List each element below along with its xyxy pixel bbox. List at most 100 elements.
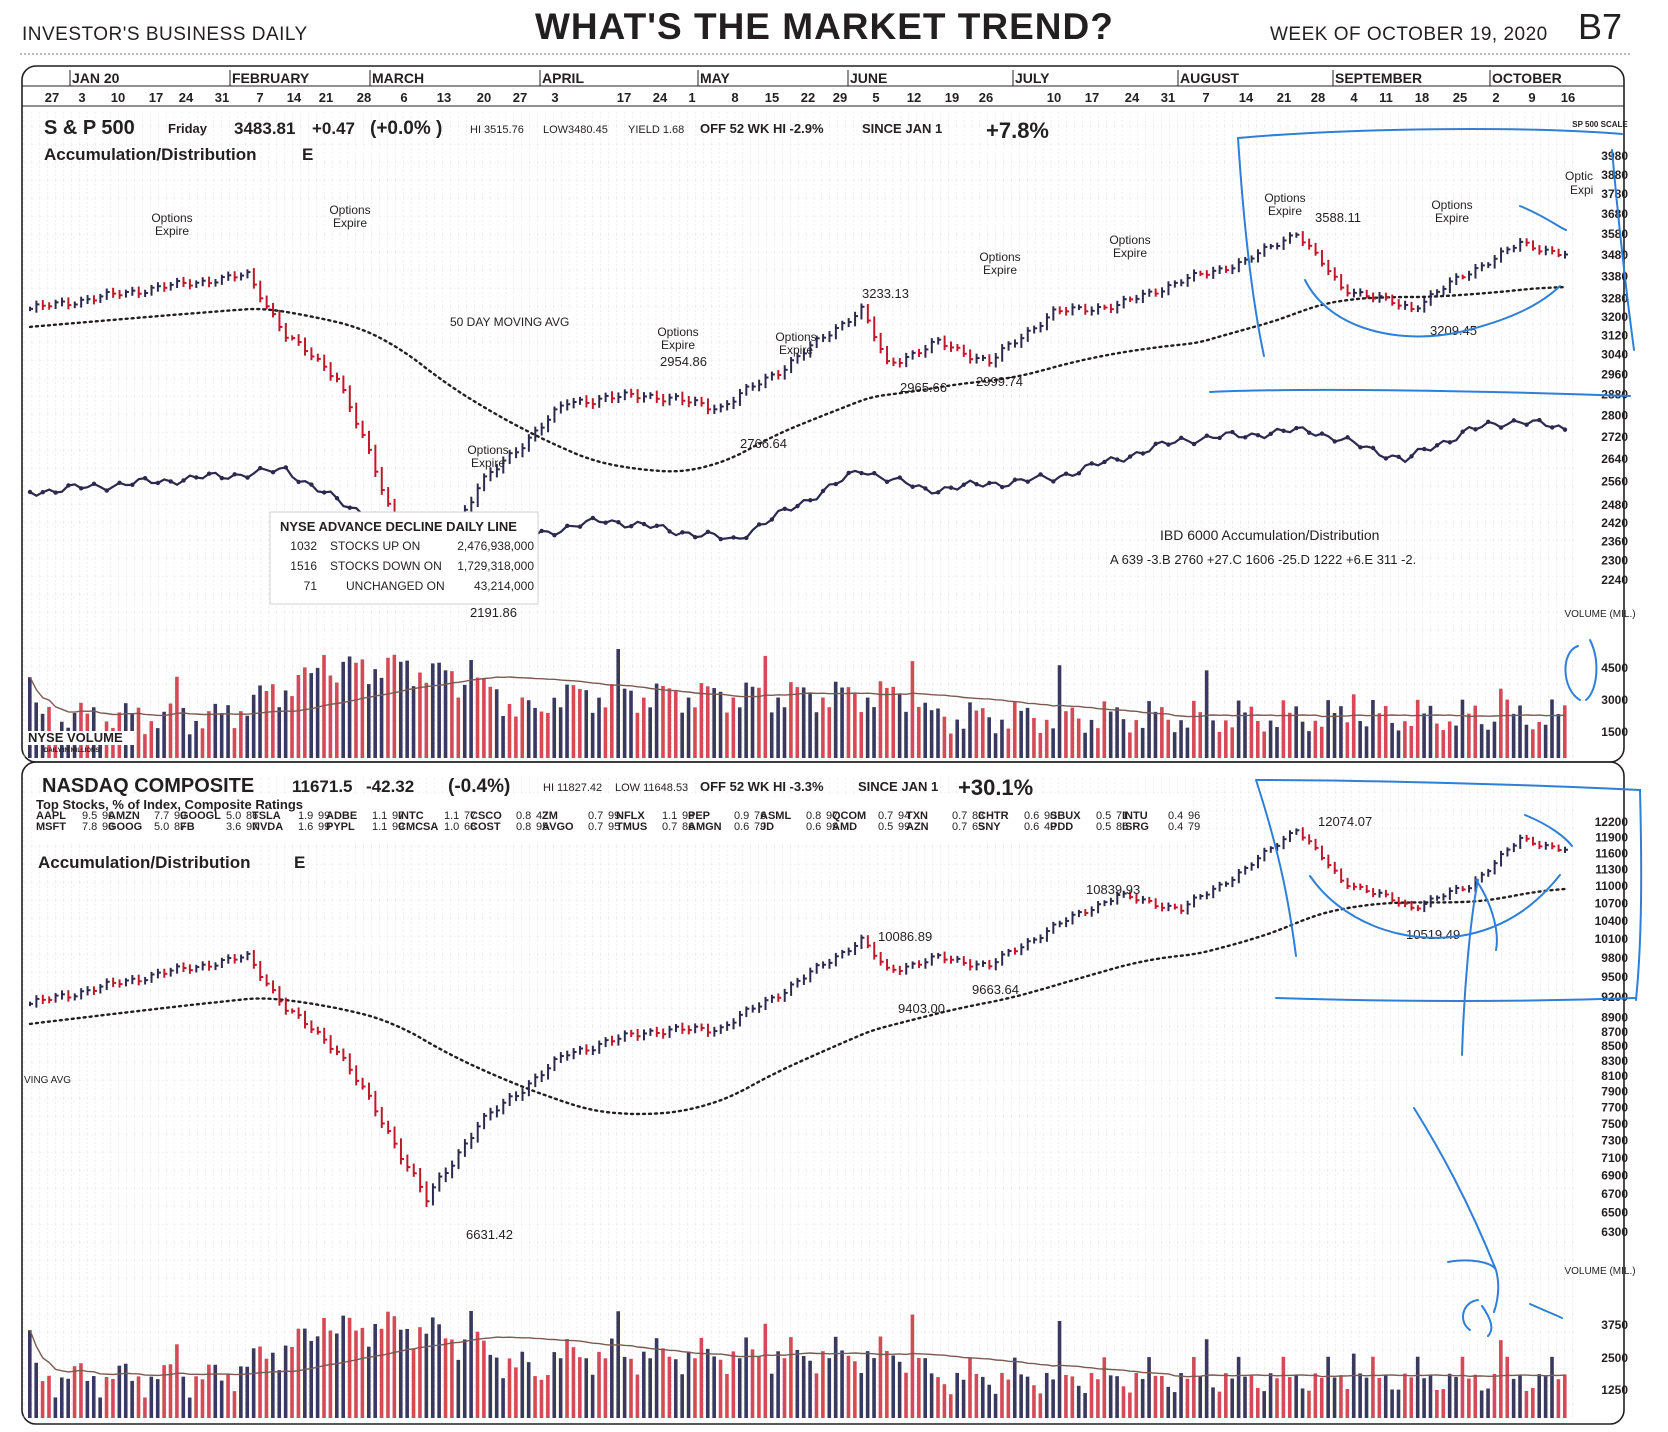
- volume-bar: [53, 1397, 58, 1418]
- volume-bar: [111, 1378, 115, 1418]
- volume-bar: [200, 728, 205, 758]
- volume-bar: [571, 685, 576, 758]
- top-stock-weight: 1.1: [444, 810, 459, 822]
- volume-bar: [123, 1363, 128, 1418]
- volume-bar: [769, 712, 774, 758]
- volume-bar: [1524, 1390, 1529, 1418]
- volume-bar: [1070, 1376, 1075, 1418]
- volume-bar: [303, 1328, 307, 1418]
- svg-text:2,476,938,000: 2,476,938,000: [457, 539, 534, 553]
- volume-bar: [1160, 1375, 1164, 1418]
- volume-bar: [667, 1356, 672, 1418]
- volume-bar: [1326, 700, 1330, 758]
- ad-line-point: [78, 486, 84, 491]
- price-scale-label: 11000: [1595, 879, 1628, 893]
- price-scale-label: 3120: [1601, 329, 1628, 343]
- month-label: FEBRUARY: [232, 70, 310, 86]
- sp500-header: S & P 500 Friday 3483.81 +0.47 (+0.0% ) …: [44, 117, 1628, 164]
- ad-line-point: [1089, 461, 1094, 466]
- volume-bar: [322, 655, 326, 758]
- volume-bar: [1089, 1372, 1094, 1418]
- day-tick-label: 31: [215, 90, 229, 105]
- top-stock-weight: 1.6: [298, 821, 313, 833]
- day-tick-label: 7: [256, 90, 263, 105]
- top-stock-weight: 0.8: [516, 821, 531, 833]
- volume-bar: [1454, 1377, 1458, 1418]
- volume-bar: [1422, 1378, 1426, 1418]
- volume-bar: [1358, 1373, 1362, 1418]
- sp500-close: 3483.81: [234, 119, 295, 138]
- ad-line-point: [168, 479, 173, 484]
- nasdaq-ytd: +30.1%: [958, 775, 1033, 800]
- volume-bar: [213, 1364, 218, 1418]
- volume-bar: [571, 1347, 576, 1418]
- top-stock-weight: 0.5: [878, 821, 893, 833]
- volume-bar: [1377, 1377, 1382, 1418]
- day-tick-label: 9: [1528, 90, 1535, 105]
- top-stock-weight: 0.6: [1024, 821, 1039, 833]
- volume-bar: [917, 1357, 921, 1418]
- volume-bar: [865, 1351, 870, 1418]
- top-stock-rating: 97: [392, 810, 404, 822]
- volume-bar: [194, 1376, 198, 1418]
- volume-bar: [162, 711, 166, 758]
- volume-bar: [1102, 701, 1107, 758]
- top-stock-rating: 79: [754, 821, 766, 833]
- volume-bar: [411, 686, 416, 758]
- volume-bar: [1556, 714, 1561, 758]
- top-stock-symbol: JD: [760, 821, 774, 833]
- ad-line-point: [296, 479, 301, 485]
- ad-line-point: [1166, 442, 1171, 447]
- volume-bar: [673, 691, 678, 758]
- ad-line-point: [309, 482, 314, 487]
- volume-bar: [1396, 1389, 1401, 1418]
- volume-bar: [264, 690, 269, 758]
- price-label: 2766.64: [740, 436, 787, 451]
- volume-bar: [1019, 710, 1023, 758]
- day-tick-label: 27: [45, 90, 59, 105]
- ad-line-point: [692, 535, 698, 540]
- ad-line-point: [1422, 446, 1427, 452]
- volume-bar: [827, 707, 832, 758]
- options-expire-note: Options: [1431, 198, 1472, 212]
- volume-bar: [539, 711, 544, 758]
- ad-line-point: [40, 489, 45, 495]
- volume-bar: [744, 682, 748, 758]
- month-label: JULY: [1015, 70, 1050, 86]
- volume-bar: [1371, 699, 1375, 758]
- top-stock-rating: 76: [754, 810, 766, 822]
- sp500-price-bars: [29, 231, 1568, 589]
- volume-bar: [1364, 726, 1369, 758]
- volume-bar: [392, 1316, 397, 1418]
- volume-bar: [1044, 1372, 1049, 1418]
- volume-bar: [1166, 1386, 1171, 1418]
- volume-bar: [475, 1331, 480, 1418]
- price-scale-label: 6500: [1601, 1206, 1628, 1220]
- top-stock-rating: 71: [1116, 810, 1128, 822]
- ad-line-point: [577, 524, 583, 529]
- volume-bar: [347, 1317, 352, 1418]
- top-stock-rating: 99: [392, 821, 404, 833]
- volume-bar: [1492, 1373, 1497, 1418]
- volume-bar: [1479, 1390, 1484, 1418]
- volume-bar: [680, 1374, 684, 1418]
- ad-line-point: [1243, 435, 1248, 440]
- nasdaq-hi: HI 11827.42: [543, 782, 602, 794]
- volume-bar: [955, 719, 959, 758]
- month-label: MARCH: [372, 70, 424, 86]
- top-stock-symbol: FB: [180, 821, 195, 833]
- price-scale-label: 8300: [1601, 1054, 1628, 1068]
- volume-bar: [1057, 665, 1062, 758]
- volume-bar: [1217, 731, 1222, 758]
- volume-bar: [469, 660, 473, 758]
- price-scale-label: 7500: [1601, 1117, 1628, 1131]
- volume-bar: [1147, 1357, 1151, 1418]
- volume-bar: [654, 683, 659, 758]
- day-tick-label: 15: [765, 90, 779, 105]
- volume-bar: [309, 673, 314, 758]
- volume-bar: [494, 1357, 499, 1418]
- ad-line-point: [1447, 440, 1453, 445]
- volume-bar: [155, 728, 160, 758]
- top-stock-weight: 0.7: [952, 810, 967, 822]
- volume-bar: [1185, 1378, 1190, 1418]
